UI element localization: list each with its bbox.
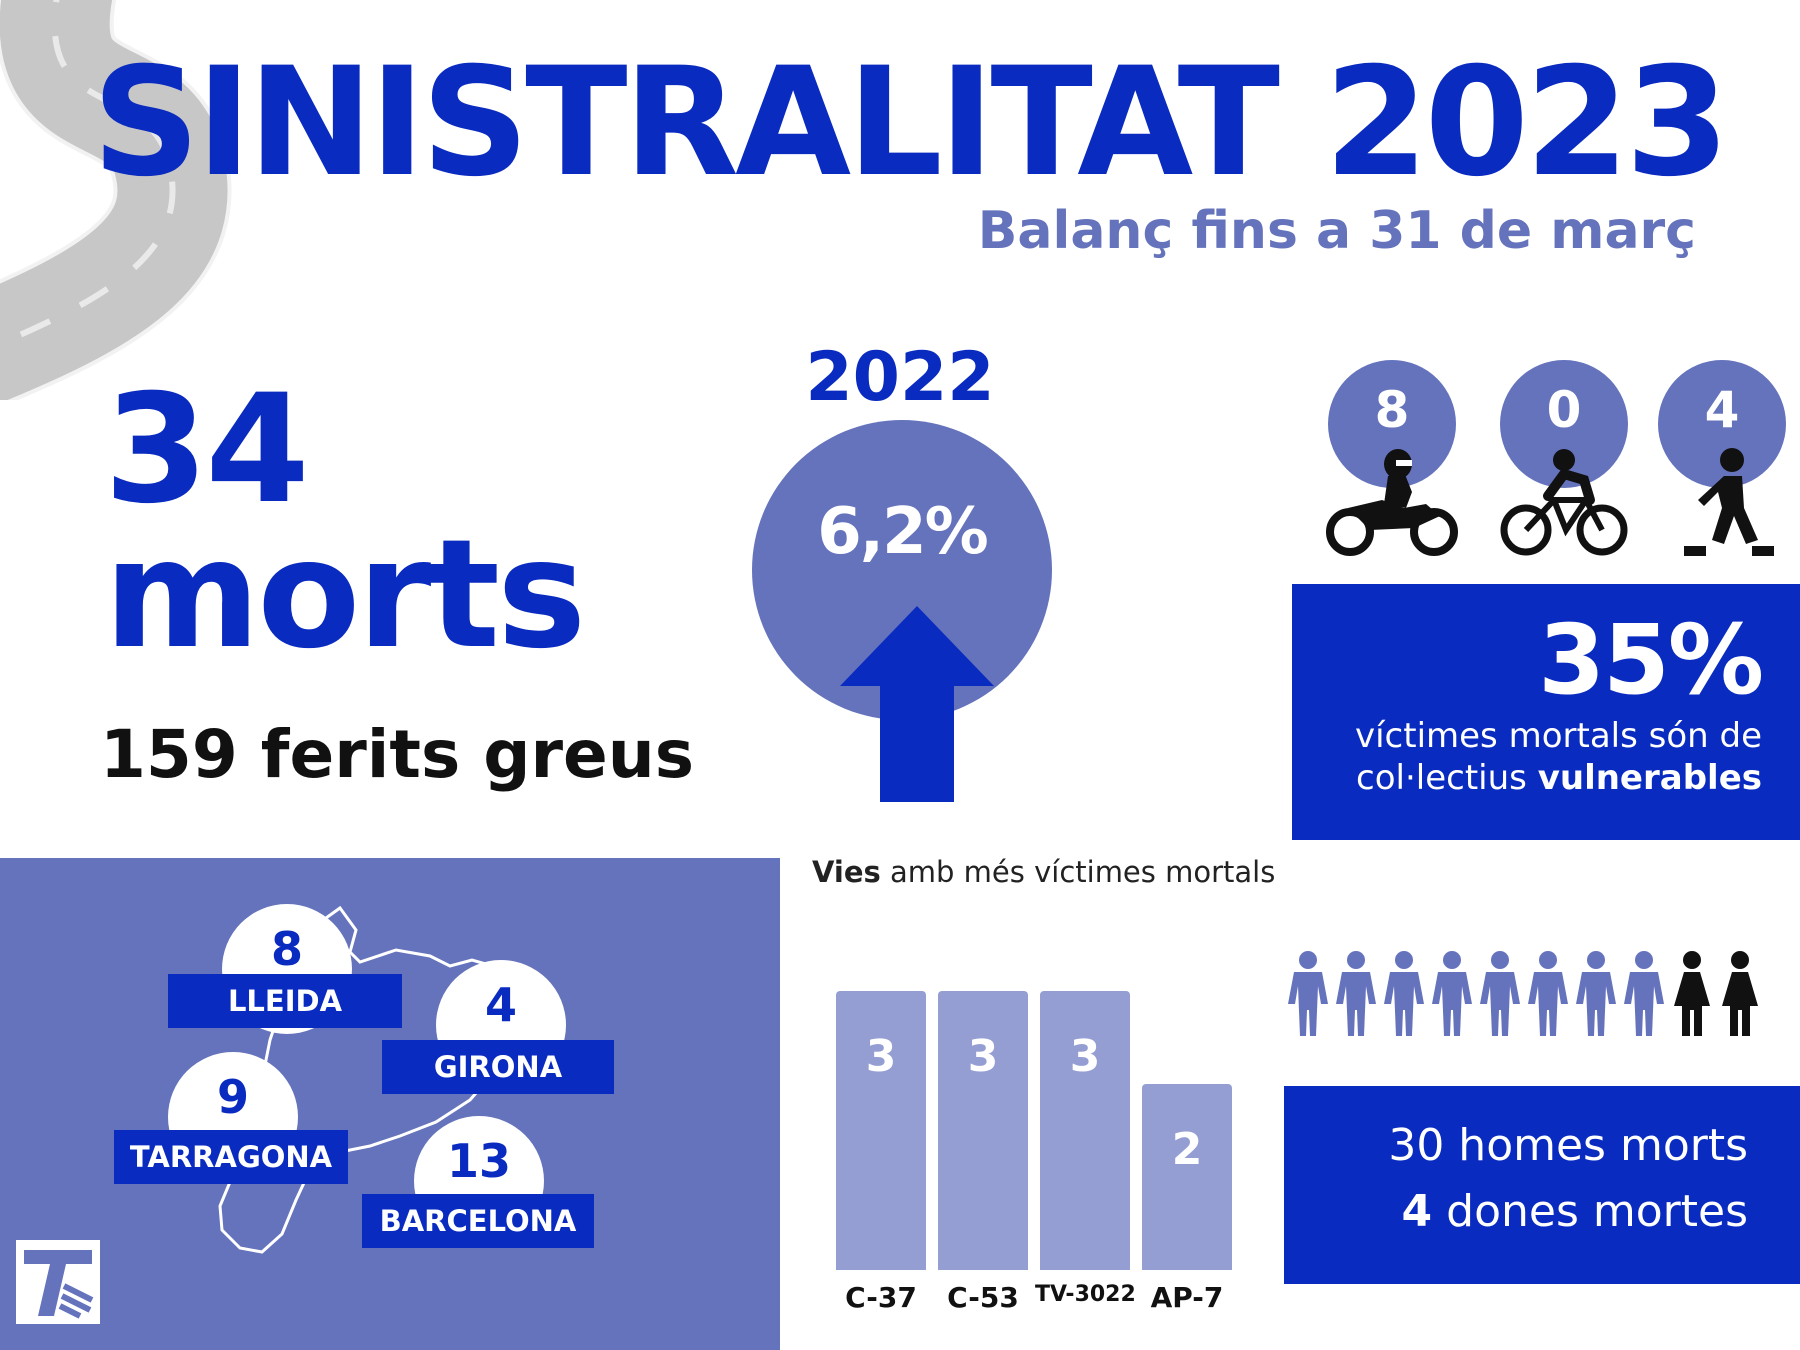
vulnerable-percent: 35%	[1538, 604, 1764, 716]
injured-count: 159 ferits greus	[100, 716, 695, 793]
bar-value-label: 3	[865, 1031, 897, 1082]
page-title: SINISTRALITAT 2023	[92, 36, 1730, 210]
page-subtitle: Balanç fins a 31 de març	[977, 201, 1696, 261]
comparison-change: 6,2%	[817, 495, 989, 569]
bar-ap-7	[1142, 1084, 1232, 1270]
bar-c-53	[938, 991, 1028, 1270]
barcelona-label: BARCELONA	[362, 1194, 594, 1248]
motorcycle-icon	[1326, 449, 1458, 556]
bar-value-label: 3	[967, 1031, 999, 1082]
vulnerable-text-line1: víctimes mortals són de	[1354, 716, 1762, 756]
gender-box: 30 homes morts 4 dones mortes	[1284, 1086, 1800, 1284]
bicycle-icon	[1500, 449, 1628, 556]
province-map-panel	[0, 858, 780, 1350]
road-label: TV-3022	[1035, 1282, 1136, 1307]
women-deaths: 4 dones mortes	[1402, 1190, 1748, 1234]
road-graphic	[0, 0, 232, 400]
man-icon	[1336, 951, 1376, 1036]
tarragona-label: TARRAGONA	[114, 1130, 348, 1184]
man-icon	[1480, 951, 1520, 1036]
tarragona-count: 9	[216, 1070, 249, 1124]
deaths-label: morts	[104, 508, 586, 682]
pedestrian-count: 4	[1704, 381, 1740, 439]
vulnerable-text-prefix: col·lectius	[1356, 758, 1538, 798]
lleida-count: 8	[270, 922, 303, 976]
people-icons-row	[1288, 951, 1758, 1036]
road-label: AP-7	[1150, 1281, 1224, 1314]
comparison-year: 2022	[805, 338, 995, 417]
vulnerable-box: 35% víctimes mortals són de col·lectius …	[1292, 584, 1800, 840]
bicycle-count: 0	[1546, 381, 1582, 439]
bar-c-37	[836, 991, 926, 1270]
bar-value-label: 3	[1069, 1031, 1101, 1082]
girona-count: 4	[484, 978, 517, 1032]
pedestrian-count-bubble: 4	[1658, 360, 1786, 488]
roads-title-bold: Vies	[812, 855, 881, 889]
men-deaths: 30 homes morts	[1388, 1120, 1748, 1171]
women-deaths-count: 4	[1401, 1186, 1433, 1237]
man-icon	[1624, 951, 1664, 1036]
road-label: C-37	[845, 1281, 917, 1314]
woman-icon	[1674, 951, 1710, 1036]
arrow-up-icon	[840, 606, 994, 802]
man-icon	[1528, 951, 1568, 1036]
vulnerable-text-bold: vulnerables	[1537, 758, 1762, 798]
roads-bar-chart: 3 C-37 3 C-53 3 TV-3022 2 AP-7	[836, 880, 1246, 1312]
motorcycle-count: 8	[1374, 381, 1410, 439]
man-icon	[1576, 951, 1616, 1036]
lleida-label: LLEIDA	[168, 974, 402, 1028]
roads-chart-title: Vies amb més víctimes mortals	[812, 858, 1275, 887]
woman-icon	[1722, 951, 1758, 1036]
roads-title-rest: amb més víctimes mortals	[880, 855, 1276, 889]
man-icon	[1288, 951, 1328, 1036]
road-label: C-53	[947, 1281, 1019, 1314]
vulnerable-text-line2: col·lectius vulnerables	[1356, 758, 1762, 799]
bar-value-label: 2	[1171, 1124, 1203, 1175]
pedestrian-icon	[1684, 448, 1774, 556]
girona-label: GIRONA	[382, 1040, 614, 1094]
women-deaths-label: dones mortes	[1432, 1186, 1748, 1237]
man-icon	[1384, 951, 1424, 1036]
bar-tv-3022	[1040, 991, 1130, 1270]
man-icon	[1432, 951, 1472, 1036]
transit-logo-icon	[16, 1240, 100, 1324]
barcelona-count: 13	[446, 1134, 511, 1188]
deaths-count: 34	[104, 363, 310, 537]
